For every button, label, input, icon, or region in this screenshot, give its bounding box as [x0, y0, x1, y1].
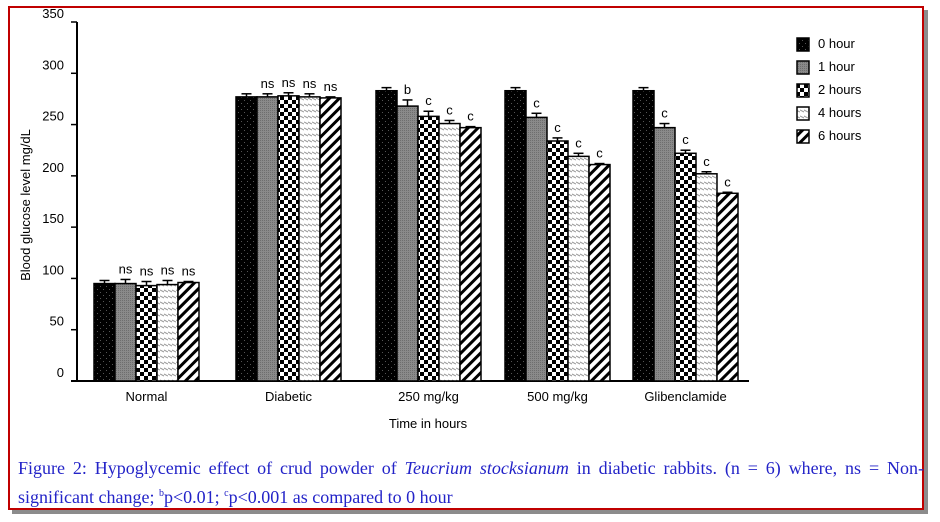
- significance-label: c: [554, 120, 561, 135]
- bar: [396, 105, 419, 382]
- caption-c-sup: c: [224, 488, 229, 499]
- caption-species: Teucrium stocksianum: [404, 458, 569, 478]
- significance-label: c: [575, 135, 582, 150]
- legend-label: 6 hours: [818, 128, 862, 143]
- y-tick-label: 0: [57, 365, 64, 380]
- legend-swatch: [796, 37, 810, 52]
- y-tick-label: 150: [42, 211, 64, 226]
- caption-text-2: in diabetic rabbits. (n = 6) where, ns =…: [18, 458, 924, 507]
- significance-label: ns: [182, 264, 196, 279]
- significance-label: ns: [324, 79, 338, 94]
- x-axis-label: Time in hours: [389, 416, 468, 431]
- legend-label: 2 hours: [818, 82, 862, 97]
- x-tick-label: 500 mg/kg: [527, 389, 588, 404]
- x-tick-label: 250 mg/kg: [398, 389, 459, 404]
- bar: [546, 140, 569, 382]
- x-tick-label: Normal: [126, 389, 168, 404]
- significance-label: c: [596, 146, 603, 161]
- y-tick-label: 50: [50, 314, 64, 329]
- bar-chart: 0 50 100 150 200 250 300 350 Normal Diabetic 250 m…: [18, 6, 862, 431]
- significance-label: c: [467, 109, 474, 124]
- bar: [177, 281, 200, 382]
- bar: [277, 95, 300, 382]
- bar: [319, 97, 342, 382]
- bar: [653, 126, 676, 382]
- caption-text: Figure 2: Hypoglycemic effect of crud po…: [18, 458, 405, 478]
- caption-b-sup: b: [158, 488, 164, 499]
- bar: [674, 152, 697, 382]
- bar: [375, 89, 398, 382]
- legend-swatch: [796, 83, 810, 98]
- figure-caption: Figure 2: Hypoglycemic effect of crud po…: [18, 456, 924, 510]
- bar: [156, 283, 179, 382]
- bar: [588, 163, 611, 382]
- x-tick-label: Glibenclamide: [644, 389, 726, 404]
- y-tick-label: 300: [42, 57, 64, 72]
- significance-label: ns: [161, 262, 175, 277]
- bar: [135, 284, 158, 382]
- significance-label: ns: [303, 76, 317, 91]
- legend-label: 0 hour: [818, 36, 856, 51]
- bar: [235, 96, 258, 382]
- significance-label: ns: [261, 76, 275, 91]
- bar: [417, 115, 440, 382]
- caption-b-text: p<0.01;: [163, 487, 225, 507]
- bar: [459, 126, 482, 382]
- significance-label: c: [703, 154, 710, 169]
- y-tick-label: 200: [42, 160, 64, 175]
- legend-label: 1 hour: [818, 59, 856, 74]
- bar: [93, 282, 116, 382]
- bar: [438, 122, 461, 382]
- bar: [567, 155, 590, 382]
- bar: [298, 96, 321, 382]
- y-tick-label: 250: [42, 109, 64, 124]
- bar: [716, 192, 739, 382]
- significance-label: c: [724, 174, 731, 189]
- y-tick-label: 100: [42, 262, 64, 277]
- bar: [632, 89, 655, 382]
- significance-label: b: [404, 82, 411, 97]
- bar: [525, 116, 548, 382]
- significance-label: c: [533, 95, 540, 110]
- caption-c-text: p<0.001 as compared to 0 hour: [228, 487, 453, 507]
- x-tick-label: Diabetic: [265, 389, 312, 404]
- bar: [504, 89, 527, 382]
- significance-label: ns: [140, 264, 154, 279]
- legend-label: 4 hours: [818, 105, 862, 120]
- significance-label: ns: [282, 75, 296, 90]
- significance-label: c: [446, 102, 453, 117]
- bar: [114, 282, 137, 382]
- bar: [256, 96, 279, 382]
- significance-label: c: [425, 93, 432, 108]
- significance-label: c: [661, 106, 668, 121]
- legend-swatch: [796, 106, 810, 121]
- significance-label: c: [682, 132, 689, 147]
- y-tick-label: 350: [42, 6, 64, 21]
- significance-label: ns: [119, 261, 133, 276]
- legend-swatch: [796, 60, 810, 75]
- legend-swatch: [796, 129, 810, 144]
- y-axis-label: Blood glucose level mg/dL: [18, 129, 33, 281]
- bar: [695, 173, 718, 382]
